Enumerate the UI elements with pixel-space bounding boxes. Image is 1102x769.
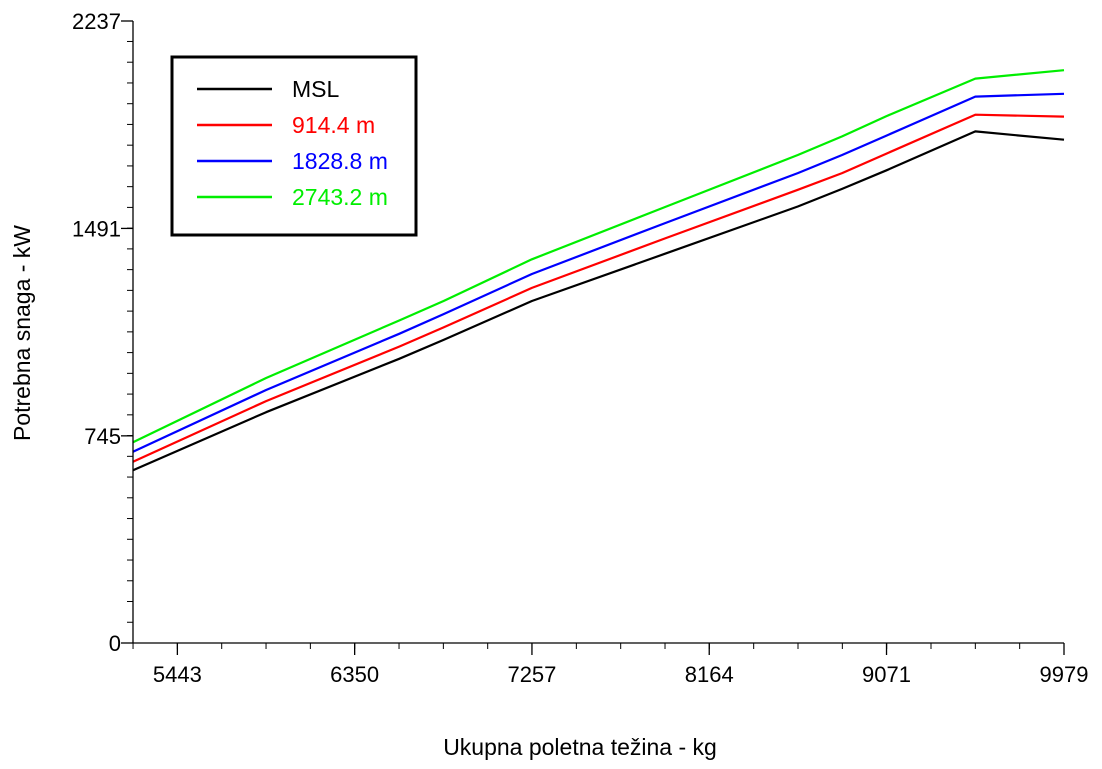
plot-area xyxy=(132,69,1065,472)
legend-label: 1828.8 m xyxy=(292,148,388,174)
y-axis-title: Potrebna snaga - kW xyxy=(9,225,35,441)
series-line xyxy=(132,113,1065,463)
y-tick-label: 0 xyxy=(109,631,121,656)
series-line xyxy=(132,130,1065,472)
y-tick-label: 745 xyxy=(84,424,121,449)
legend-box xyxy=(170,55,418,237)
legend-label: MSL xyxy=(292,76,340,102)
legend-label: 2743.2 m xyxy=(292,184,388,210)
y-tick-label: 1491 xyxy=(72,216,121,241)
x-tick-label: 6350 xyxy=(330,662,379,687)
y-tick-label: 2237 xyxy=(72,9,121,34)
axes: 0 745 1491 2237 5443 6350 7257 8164 9071 9979 xyxy=(72,9,1088,687)
x-tick-label: 9071 xyxy=(862,662,911,687)
x-tick-label: 9979 xyxy=(1040,662,1089,687)
x-axis-title: Ukupna poletna težina - kg xyxy=(443,734,717,760)
x-tick-label: 7257 xyxy=(507,662,556,687)
series-line xyxy=(132,92,1065,453)
series-line xyxy=(132,69,1065,444)
x-tick-label: 5443 xyxy=(153,662,202,687)
legend: MSL 914.4 m 1828.8 m 2743.2 m xyxy=(170,55,418,237)
legend-label: 914.4 m xyxy=(292,112,375,138)
x-tick-label: 8164 xyxy=(685,662,734,687)
